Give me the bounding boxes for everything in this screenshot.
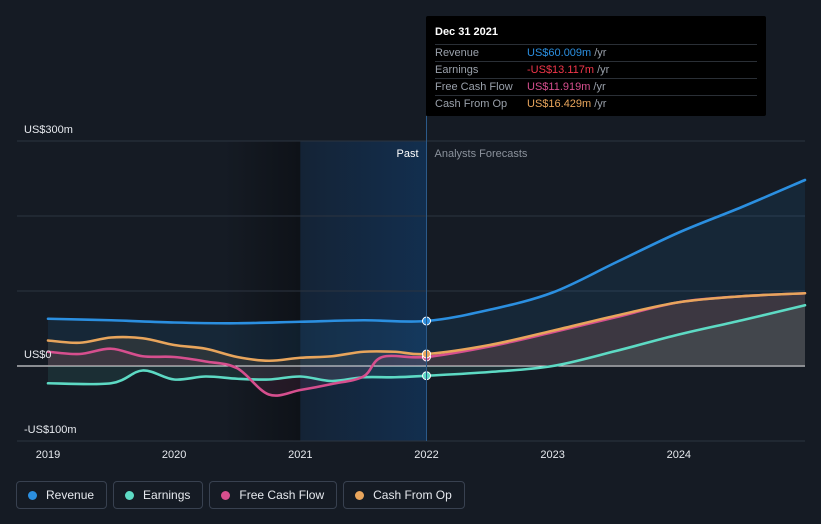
tooltip-unit: /yr (594, 47, 607, 59)
line-revenue (46, 178, 807, 325)
area-earnings (48, 305, 805, 385)
legend-label: Revenue (46, 488, 95, 502)
area-free-cash-flow (48, 293, 805, 396)
tooltip-label: Free Cash Flow (435, 81, 513, 93)
x-tick-label: 2019 (36, 449, 60, 461)
tooltip-row-earnings: Earnings -US$13.117m /yr (435, 61, 757, 78)
legend-dot-icon (28, 490, 37, 500)
legend-item-revenue[interactable]: Revenue (16, 481, 108, 509)
y-tick-label: -US$100m (24, 424, 77, 436)
legend-item-free-cash-flow[interactable]: Free Cash Flow (209, 481, 338, 509)
legend-label: Free Cash Flow (239, 488, 325, 502)
x-tick-label: 2022 (414, 449, 438, 461)
legend: Revenue Earnings Free Cash Flow Cash Fro… (16, 481, 465, 509)
legend-dot-icon (355, 490, 365, 500)
tooltip-value: US$60.009m (527, 47, 592, 59)
line-cash-from-op (46, 291, 807, 363)
past-label: Past (396, 148, 418, 160)
tooltip-value: US$11.919m (527, 81, 591, 93)
tooltip-value: -US$13.117m (527, 64, 595, 76)
legend-label: Earnings (143, 488, 191, 502)
x-tick-label: 2020 (162, 449, 186, 461)
x-tick-label: 2023 (540, 449, 564, 461)
tooltip-date: Dec 31 2021 (435, 26, 498, 38)
tooltip-label: Cash From Op (435, 98, 508, 110)
tooltip-row-revenue: Revenue US$60.009m /yr (435, 44, 757, 61)
legend-item-cash-from-op[interactable]: Cash From Op (343, 481, 465, 509)
tooltip: Dec 31 2021 Revenue US$60.009m /yr Earni… (426, 16, 766, 116)
line-free-cash-flow (46, 291, 807, 397)
legend-dot-icon (221, 490, 231, 500)
tooltip-label: Revenue (435, 47, 480, 59)
area-revenue (48, 180, 805, 366)
legend-dot-icon (125, 490, 135, 500)
legend-item-earnings[interactable]: Earnings (113, 481, 204, 509)
tooltip-label: Earnings (435, 64, 479, 76)
tooltip-value: US$16.429m (527, 98, 592, 110)
forecast-label: Analysts Forecasts (435, 148, 528, 160)
tooltip-row-cash-from-op: Cash From Op US$16.429m /yr (435, 95, 757, 112)
area-cash-from-op (48, 293, 805, 366)
tooltip-unit: /yr (593, 81, 606, 93)
tooltip-row-free-cash-flow: Free Cash Flow US$11.919m /yr (435, 78, 757, 95)
y-tick-label: US$300m (24, 124, 73, 136)
y-tick-label: US$0 (24, 349, 52, 361)
x-tick-label: 2021 (288, 449, 312, 461)
x-tick-label: 2024 (667, 449, 691, 461)
tooltip-unit: /yr (597, 64, 610, 76)
tooltip-unit: /yr (594, 98, 607, 110)
legend-label: Cash From Op (373, 488, 452, 502)
